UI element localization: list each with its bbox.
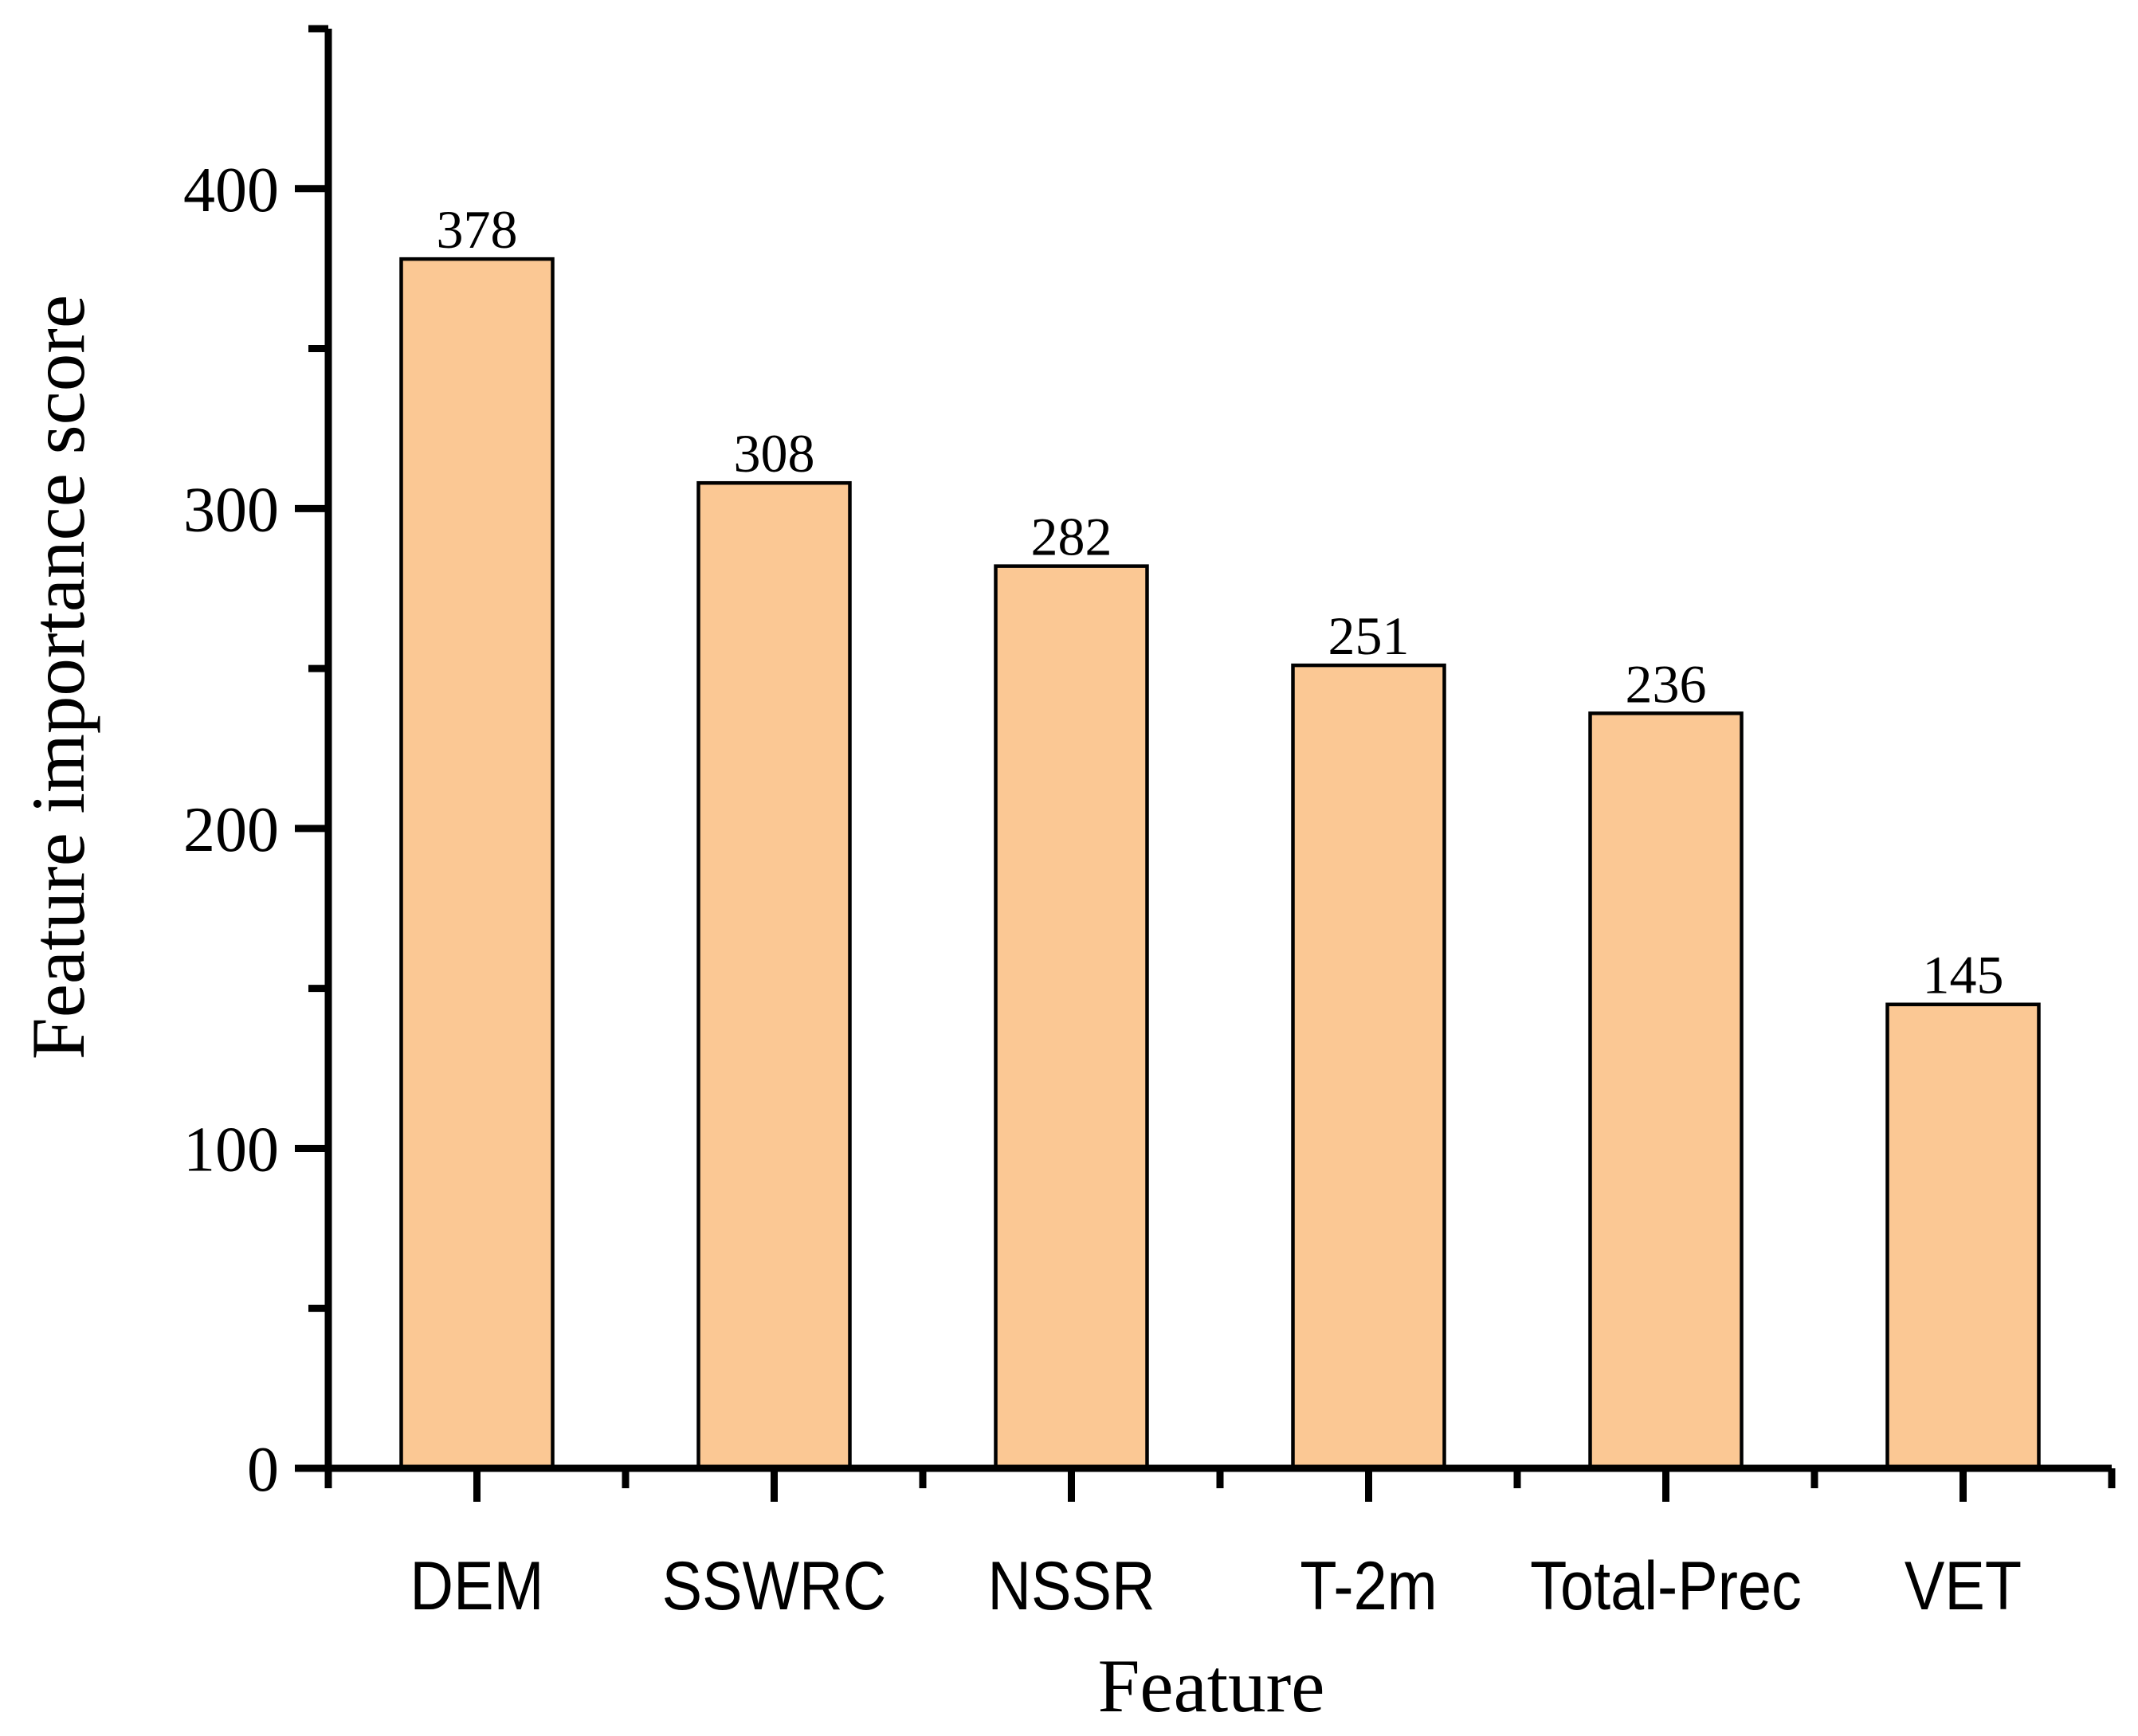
y-axis-title: Feature importance score [16,295,100,1060]
bar-vet [1885,1002,2041,1471]
y-tick-label-400: 400 [183,155,279,225]
bar-value-label-t-2m: 251 [1328,605,1410,666]
x-tick-label-total-prec: Total-Prec [1530,1549,1802,1625]
x-tick-label-t-2m: T-2m [1300,1549,1437,1625]
bar-nssr [994,564,1149,1471]
x-tick-label-sswrc: SSWRC [662,1549,887,1625]
bar-value-label-total-prec: 236 [1626,653,1707,714]
bar-value-label-vet: 145 [1923,945,2004,1005]
bar-dem [399,257,555,1471]
bar-value-label-dem: 378 [437,199,518,260]
bar-value-label-sswrc: 308 [734,423,815,484]
x-tick-label-vet: VET [1905,1549,2022,1625]
x-tick-label-dem: DEM [410,1549,543,1625]
bar-t-2m [1291,663,1446,1471]
y-tick-label-0: 0 [247,1435,279,1505]
y-tick-label-200: 200 [183,795,279,865]
y-tick-label-300: 300 [183,475,279,545]
labels-layer: 378 DEM 308 SSWRC 282 NSSR 251 T-2m 236 Total-Pre… [183,155,2022,1624]
bar-value-label-nssr: 282 [1031,507,1112,567]
x-axis-title: Feature [1098,1644,1325,1728]
bars-layer [399,257,2041,1471]
axes-layer [295,25,2116,1502]
bar-total-prec [1588,711,1744,1471]
x-tick-label-nssr: NSSR [987,1549,1155,1625]
bar-sswrc [696,480,852,1471]
y-tick-label-100: 100 [183,1115,279,1185]
